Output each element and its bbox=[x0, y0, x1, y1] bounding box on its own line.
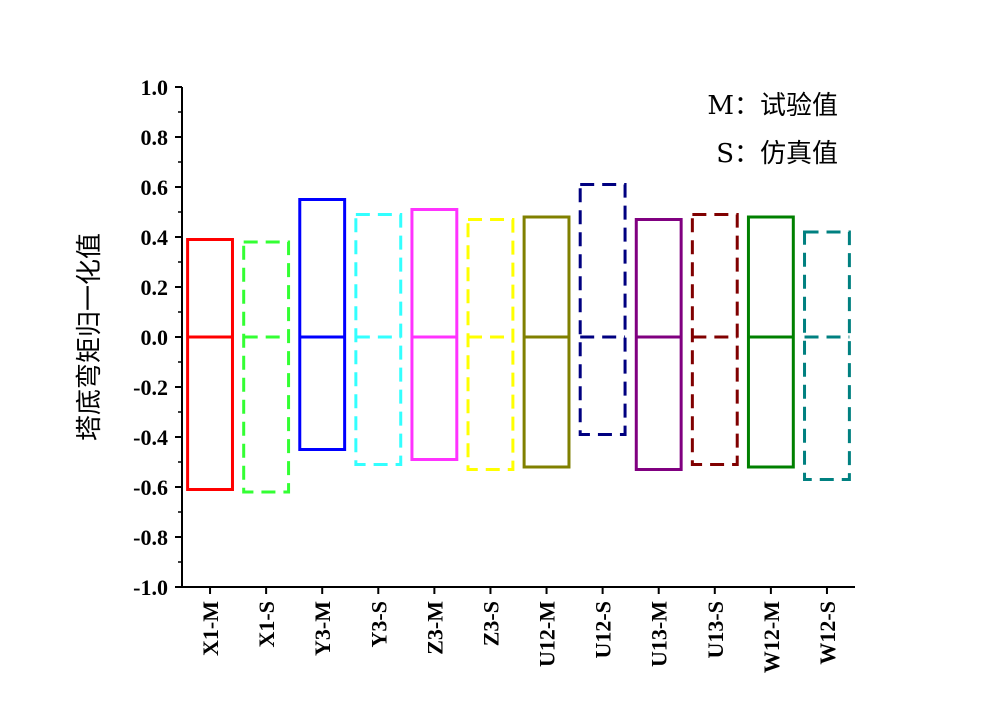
x-tick-label: X1-M bbox=[198, 601, 223, 656]
box-u13-m bbox=[634, 218, 683, 471]
y-tick-label: -0.2 bbox=[133, 375, 168, 400]
box-body bbox=[186, 238, 234, 491]
boxes bbox=[186, 183, 851, 494]
box-y3-s bbox=[354, 213, 403, 466]
y-tick-label: 0.0 bbox=[141, 325, 169, 350]
x-tick-label: X1-S bbox=[254, 601, 279, 647]
box-body bbox=[634, 218, 683, 471]
legend-item-m: M：试验值 bbox=[707, 91, 838, 121]
box-z3-m bbox=[410, 208, 459, 461]
x-tick-label: U12-M bbox=[535, 601, 560, 667]
box-u12-s bbox=[578, 183, 627, 436]
box-z3-s bbox=[466, 218, 515, 471]
box-w12-m bbox=[746, 215, 795, 469]
y-axis-label: 塔底弯矩归一化值 bbox=[75, 233, 105, 441]
x-tick-label: U12-S bbox=[591, 601, 616, 658]
y-tick-label: 0.4 bbox=[141, 225, 169, 250]
y-tick-label: 0.2 bbox=[141, 275, 169, 300]
y-ticks: 1.0 0.8 0.6 0.4 0.2 0.0 -0.2 -0.4 -0.6 -0.8 -1.0 bbox=[133, 75, 182, 600]
y-tick-label: -0.4 bbox=[133, 425, 168, 450]
box-w12-s bbox=[803, 230, 851, 481]
box-u12-m bbox=[522, 215, 571, 469]
box-body bbox=[466, 218, 515, 471]
y-tick-label: 0.8 bbox=[141, 125, 169, 150]
box-body bbox=[242, 240, 291, 494]
box-body bbox=[746, 215, 795, 469]
x-tick-label: W12-S bbox=[815, 601, 840, 665]
box-body bbox=[410, 208, 459, 461]
box-body bbox=[578, 183, 627, 436]
y-tick-label: -0.8 bbox=[133, 525, 168, 550]
y-tick-label: -0.6 bbox=[133, 475, 168, 500]
box-body bbox=[298, 198, 347, 451]
box-x1-m bbox=[186, 238, 234, 491]
x-tick-label: Z3-S bbox=[478, 601, 503, 646]
box-body bbox=[354, 213, 403, 466]
x-tick-label: U13-M bbox=[647, 601, 672, 667]
y-tick-label: 0.6 bbox=[141, 175, 169, 200]
x-tick-label: Z3-M bbox=[422, 601, 447, 655]
x-tick-label: U13-S bbox=[703, 601, 728, 658]
box-u13-s bbox=[690, 213, 739, 466]
box-body bbox=[522, 215, 571, 469]
x-tick-label: W12-M bbox=[759, 601, 784, 673]
box-body bbox=[690, 213, 739, 466]
y-tick-label: -1.0 bbox=[133, 575, 168, 600]
x-ticks: X1-M X1-S Y3-M Y3-S Z3-M Z3-S U12-M U12-S U13-M U… bbox=[198, 587, 840, 673]
x-tick-label: Y3-S bbox=[366, 601, 391, 647]
box-x1-s bbox=[242, 240, 291, 494]
y-tick-label: 1.0 bbox=[141, 75, 169, 100]
legend-item-s: S：仿真值 bbox=[716, 139, 838, 169]
x-tick-label: Y3-M bbox=[310, 601, 335, 656]
box-y3-m bbox=[298, 198, 347, 451]
box-body bbox=[803, 230, 851, 481]
